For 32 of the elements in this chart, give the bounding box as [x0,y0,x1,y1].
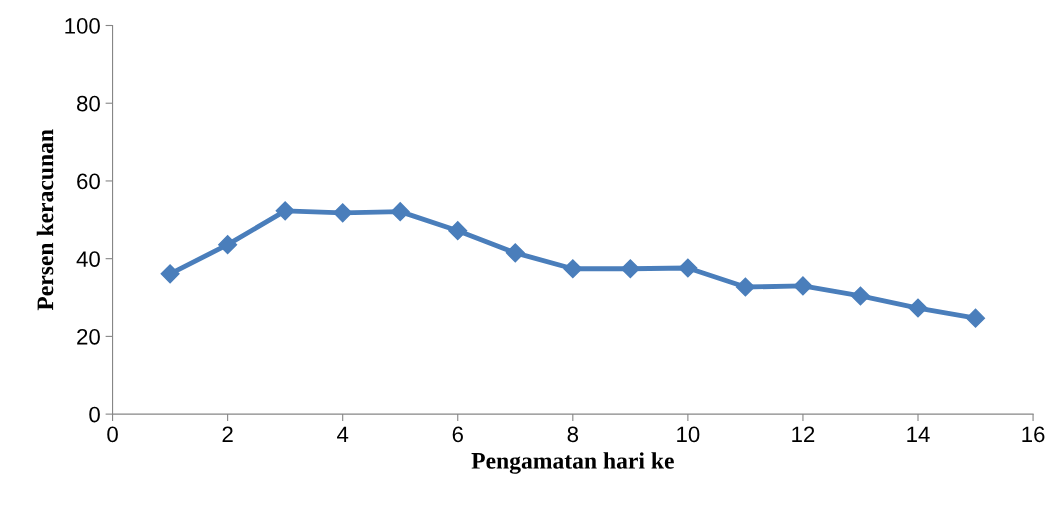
x-axis-title: Pengamatan hari ke [471,452,674,474]
x-tick-label: 12 [792,426,815,443]
x-tick-label: 0 [107,426,118,443]
y-tick-label: 40 [76,251,100,267]
x-tick-label: 14 [907,426,930,443]
x-tick-label: 6 [452,426,463,443]
x-tick-label: 10 [677,426,700,443]
y-axis-title: Persen keracunan [36,129,54,311]
point [390,202,410,222]
point [793,276,813,296]
point [735,277,755,297]
point [160,264,180,284]
y-tick-label: 0 [89,406,100,423]
point [678,258,698,278]
x-tick-label: 8 [567,426,579,443]
y-tick-label: 20 [77,328,100,345]
point [275,201,295,221]
x-tick-label: 16 [1022,426,1045,443]
y-tick-label: 60 [77,173,100,190]
point [505,243,525,263]
y-tick-label: 80 [77,95,100,112]
point [965,308,986,328]
point [333,203,353,223]
x-tick-label: 4 [337,426,349,443]
point [620,259,640,279]
y-tick-label: 100 [65,18,100,34]
point [218,235,238,255]
point [908,298,928,318]
point [448,221,468,241]
point [850,286,871,306]
x-tick-label: 2 [222,426,233,443]
point [563,259,583,279]
